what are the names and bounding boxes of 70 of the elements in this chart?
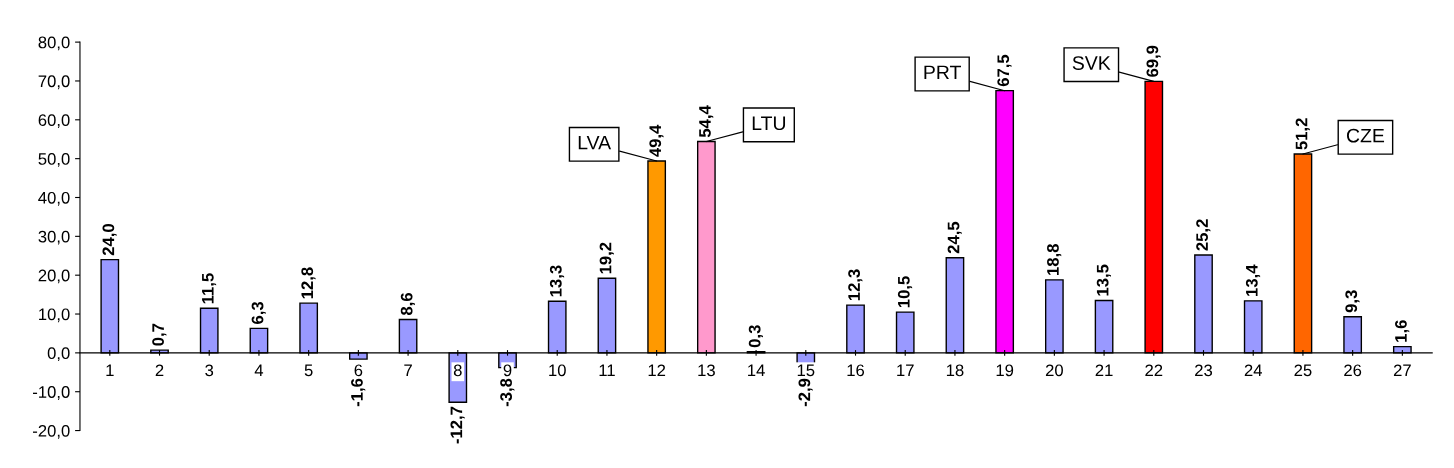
data-label: 24,0 — [102, 224, 117, 256]
y-tick-label: 80,0 — [38, 36, 70, 51]
y-tick-label: -10,0 — [33, 386, 70, 400]
data-label: 9,3 — [1345, 290, 1360, 313]
x-tick-label: 14 — [748, 364, 765, 377]
x-tick-label: 23 — [1195, 364, 1213, 377]
data-label: 13,5 — [1096, 264, 1111, 296]
x-tick-label: 16 — [847, 364, 865, 377]
y-tick-label: 10,0 — [39, 308, 70, 323]
data-label: -1,6 — [351, 378, 366, 407]
data-label: 18,8 — [1047, 244, 1062, 275]
x-tick-label: 5 — [304, 364, 313, 377]
data-label: 67,5 — [997, 54, 1012, 87]
x-tick-label: 21 — [1095, 364, 1113, 377]
data-label: 12,3 — [848, 269, 863, 301]
annotation: LVA — [578, 135, 612, 150]
y-tick-label: 40,0 — [38, 191, 70, 206]
data-label: 1,6 — [1395, 320, 1410, 342]
data-label: 8,6 — [400, 293, 415, 316]
data-label: 6,3 — [251, 301, 266, 324]
annotation: PRT — [924, 65, 961, 80]
y-tick-label: 70,0 — [38, 75, 70, 90]
x-tick-label: 2 — [155, 364, 164, 377]
y-tick-label: -20,0 — [33, 424, 70, 439]
x-tick-label: 25 — [1294, 364, 1312, 377]
y-tick-label: 30,0 — [38, 230, 70, 245]
data-label: 0,3 — [748, 325, 763, 348]
x-tick-label: 10 — [549, 364, 566, 377]
data-label: 54,4 — [699, 105, 714, 138]
x-tick-label: 22 — [1145, 364, 1163, 377]
data-label: 19,2 — [599, 242, 614, 274]
x-tick-label: 4 — [254, 364, 264, 377]
data-label: 69,9 — [1146, 45, 1161, 77]
x-tick-label: 9 — [503, 364, 512, 377]
data-label: -2,9 — [798, 378, 813, 407]
x-tick-label: 15 — [797, 364, 815, 377]
x-tick-label: 3 — [205, 364, 214, 377]
y-tick-label: 20,0 — [38, 269, 70, 284]
data-label: 25,2 — [1196, 219, 1211, 251]
data-label: 49,4 — [649, 124, 664, 157]
data-label: 10,5 — [897, 276, 913, 308]
data-label: 0,7 — [152, 323, 167, 346]
x-tick-label: 6 — [354, 364, 363, 377]
data-label: 24,5 — [947, 221, 962, 254]
x-tick-label: 18 — [946, 364, 964, 377]
y-tick-label: 60,0 — [38, 114, 70, 128]
x-tick-label: 13 — [698, 364, 715, 377]
data-label: -12,7 — [450, 406, 465, 444]
x-tick-label: 12 — [648, 364, 666, 377]
data-label: 13,3 — [549, 265, 565, 297]
y-tick-label: 0,0 — [47, 347, 70, 362]
data-label: -3,8 — [500, 378, 515, 407]
y-tick-label: 50,0 — [38, 153, 70, 167]
x-tick-label: 19 — [996, 364, 1014, 377]
annotation: SVK — [1072, 56, 1111, 70]
x-tick-label: 8 — [453, 364, 462, 377]
x-tick-label: 1 — [106, 364, 114, 377]
data-label: 11,5 — [202, 273, 217, 304]
annotation: CZE — [1346, 128, 1385, 143]
data-label: 13,4 — [1245, 264, 1261, 296]
x-tick-label: 7 — [404, 364, 412, 377]
annotation: LTU — [752, 116, 786, 131]
x-tick-label: 11 — [599, 364, 615, 377]
data-label: 51,2 — [1295, 118, 1310, 150]
x-tick-label: 26 — [1344, 364, 1362, 377]
x-tick-label: 24 — [1244, 364, 1262, 377]
data-label: 12,8 — [301, 267, 316, 299]
x-tick-label: 20 — [1045, 364, 1063, 377]
x-tick-label: 27 — [1393, 364, 1411, 377]
x-tick-label: 17 — [897, 364, 914, 377]
